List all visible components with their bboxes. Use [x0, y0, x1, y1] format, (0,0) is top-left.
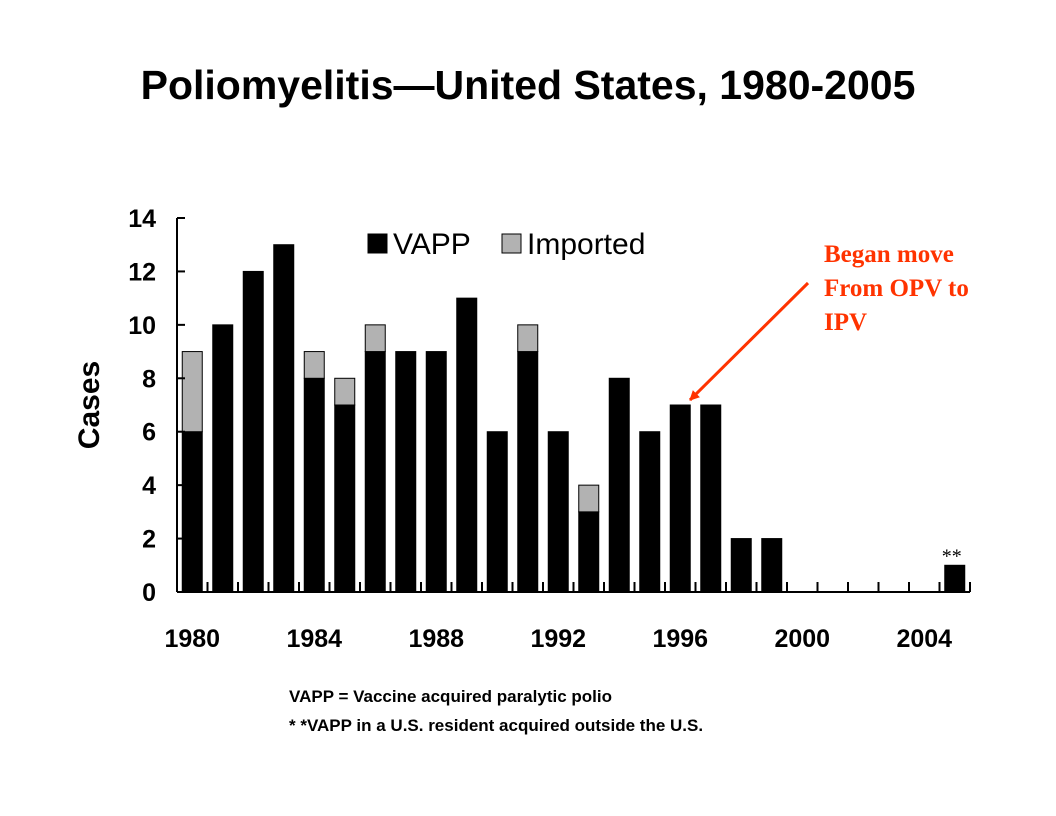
y-tick-label: 12 [128, 258, 156, 286]
legend-label-vapp: VAPP [393, 228, 471, 261]
y-tick-label: 6 [142, 419, 156, 447]
bar-vapp-1988 [425, 351, 447, 593]
legend-swatch-imported [501, 233, 522, 254]
bar-vapp-1984 [303, 377, 325, 593]
x-tick-label: 1988 [408, 625, 464, 653]
bar-vapp-1980 [181, 431, 203, 593]
bar-vapp-1992 [547, 431, 569, 593]
bar-vapp-1996 [669, 404, 691, 593]
annotation-line: IPV [824, 309, 868, 336]
y-tick-label: 4 [142, 472, 156, 500]
bar-vapp-1981 [212, 324, 234, 593]
chart-title: Poliomyelitis—United States, 1980-2005 [140, 62, 916, 108]
x-tick-label: 1992 [530, 625, 586, 653]
bar-vapp-1991 [517, 351, 539, 593]
bar-vapp-1995 [639, 431, 661, 593]
footnote-double-asterisk: * *VAPP in a U.S. resident acquired outs… [289, 716, 704, 735]
x-tick-label: 1980 [164, 625, 220, 653]
bar-vapp-1990 [486, 431, 508, 593]
bar-marker-asterisks: ** [942, 545, 962, 567]
bar-vapp-1994 [608, 377, 630, 593]
bar-imported-1986 [364, 324, 386, 353]
bar-vapp-1982 [242, 270, 264, 593]
bar-vapp-1985 [334, 404, 356, 593]
bar-vapp-1998 [730, 538, 752, 593]
bar-vapp-1993 [578, 511, 600, 593]
y-tick-label: 14 [128, 205, 156, 233]
bar-imported-1991 [517, 324, 539, 353]
bar-imported-1985 [334, 377, 356, 406]
bar-vapp-1983 [273, 244, 295, 593]
y-tick-label: 2 [142, 526, 156, 554]
y-tick-label: 8 [142, 365, 156, 393]
y-tick-label: 10 [128, 312, 156, 340]
y-tick-label: 0 [142, 579, 156, 607]
legend-swatch-vapp [367, 233, 388, 254]
annotation-line: From OPV to [824, 275, 969, 302]
y-axis-label: Cases [73, 361, 106, 449]
bar-imported-1984 [303, 351, 325, 379]
bar-vapp-1987 [395, 351, 417, 593]
legend-label-imported: Imported [527, 228, 645, 261]
bar-vapp-1999 [761, 538, 783, 593]
bar-imported-1993 [578, 484, 600, 513]
footnote-vapp-definition: VAPP = Vaccine acquired paralytic polio [289, 687, 612, 706]
x-tick-label: 2004 [896, 625, 952, 653]
x-tick-label: 1996 [652, 625, 708, 653]
x-tick-label: 2000 [774, 625, 830, 653]
annotation-arrow [688, 281, 810, 402]
bar-vapp-2005 [944, 564, 966, 593]
bar-vapp-1989 [456, 297, 478, 593]
x-tick-label: 1984 [286, 625, 342, 653]
bar-vapp-1986 [364, 351, 386, 593]
bar-vapp-1997 [700, 404, 722, 593]
bar-imported-1980 [181, 351, 203, 433]
opv-to-ipv-annotation: Began move From OPV to IPV [824, 238, 969, 340]
annotation-line: Began move [824, 241, 954, 268]
